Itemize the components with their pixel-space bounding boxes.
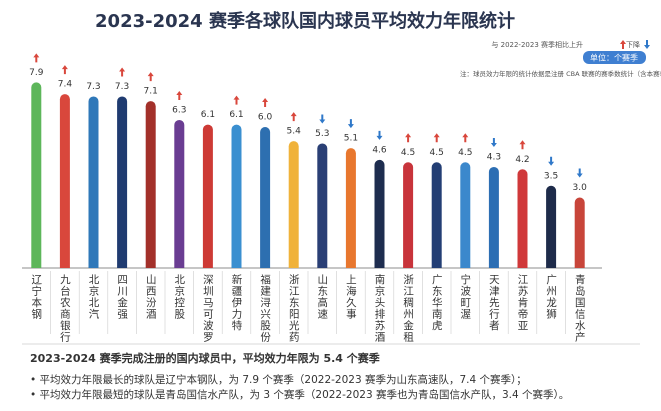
bar xyxy=(231,124,242,268)
trend-arrow xyxy=(576,168,583,178)
x-tick-label: 北京控股 xyxy=(173,274,186,320)
x-tick-label: 九台农商银行 xyxy=(58,274,71,343)
value-label: 6.1 xyxy=(201,110,215,120)
value-label: 7.1 xyxy=(144,87,158,97)
note: 注：球员效力年限的统计依据是注册 CBA 联赛的赛季数统计（含本赛季）。 xyxy=(460,69,661,78)
value-label: 6.0 xyxy=(258,113,273,123)
trend-arrow xyxy=(176,90,183,100)
trend-arrow xyxy=(519,140,526,150)
bar xyxy=(59,94,70,268)
summary-heading: 2023-2024 赛季完成注册的国内球员中，平均效力年限为 5.4 个赛季 xyxy=(30,352,380,365)
value-label: 4.6 xyxy=(372,145,387,155)
summary-bullet: • 平均效力年限最短的球队是青岛国信水产队，为 3 个赛季（2022-2023 … xyxy=(30,389,570,401)
x-tick-label: 上海久事 xyxy=(344,274,357,320)
bar xyxy=(174,119,185,268)
trend-arrow xyxy=(620,40,626,49)
x-tick-label: 深圳马可波罗 xyxy=(201,274,214,343)
value-label: 7.4 xyxy=(58,80,73,90)
x-tick-label: 辽宁本钢 xyxy=(30,274,43,320)
summary-bullet: • 平均效力年限最长的球队是辽宁本钢队，为 7.9 个赛季（2022-2023 … xyxy=(30,374,527,386)
x-tick-label: 广东华南虎 xyxy=(430,274,443,332)
bar xyxy=(260,127,271,268)
value-label: 4.5 xyxy=(458,148,472,158)
value-label: 4.2 xyxy=(515,155,529,165)
value-label: 4.5 xyxy=(430,148,444,158)
bar xyxy=(202,124,213,268)
legend-down: 下降 xyxy=(626,40,640,49)
trend-arrow xyxy=(490,137,497,147)
x-tick-label: 福建浔兴股份 xyxy=(259,274,272,343)
value-label: 4.3 xyxy=(487,152,501,162)
value-label: 7.3 xyxy=(115,82,129,92)
trend-arrow xyxy=(147,72,154,82)
x-tick-label: 北京北汽 xyxy=(87,274,100,320)
value-label: 5.3 xyxy=(315,129,329,139)
trend-arrow xyxy=(290,112,297,122)
value-label: 6.3 xyxy=(172,105,186,115)
unit-box xyxy=(583,51,646,64)
trend-arrow xyxy=(548,156,555,166)
x-tick-label: 江苏肯帝亚 xyxy=(516,274,529,332)
x-tick-label: 浙江稠州金租 xyxy=(402,274,415,343)
value-label: 5.4 xyxy=(287,127,302,137)
value-label: 7.9 xyxy=(29,68,44,78)
x-tick-label: 山东高速 xyxy=(316,274,329,320)
trend-arrow xyxy=(119,67,126,77)
trend-arrow xyxy=(319,114,326,124)
trend-arrow xyxy=(644,40,650,49)
trend-arrow xyxy=(433,133,440,143)
value-label: 5.1 xyxy=(344,134,358,144)
trend-arrow xyxy=(462,133,469,143)
x-tick-label: 四川金强 xyxy=(116,274,129,320)
x-tick-label: 浙江东阳光药 xyxy=(287,274,300,343)
bar xyxy=(431,162,442,268)
bar xyxy=(345,148,356,268)
bar xyxy=(117,96,128,268)
bar xyxy=(145,101,156,268)
bullet-text: 平均效力年限最短的球队是青岛国信水产队，为 3 个赛季（2022-2023 赛季… xyxy=(39,389,570,401)
chart-title: 2023-2024 赛季各球队国内球员平均效力年限统计 xyxy=(95,10,515,32)
x-tick-label: 广州龙狮 xyxy=(545,274,558,320)
legend-text: 与 2022-2023 赛季相比上升 xyxy=(491,40,583,49)
trend-arrow xyxy=(405,133,412,143)
bar xyxy=(31,82,42,268)
value-label: 3.0 xyxy=(573,183,588,193)
x-tick-label: 新疆伊力特 xyxy=(230,274,243,332)
bar xyxy=(88,96,99,268)
value-label: 7.3 xyxy=(86,82,100,92)
trend-arrow xyxy=(61,65,68,75)
trend-arrow xyxy=(376,130,383,140)
bar xyxy=(317,143,328,268)
x-tick-label: 山西汾酒 xyxy=(144,274,157,320)
bar xyxy=(460,162,471,268)
x-tick-label: 青岛国信水产 xyxy=(573,274,586,343)
x-tick-label: 南京头排苏酒 xyxy=(373,274,386,343)
x-tick-label: 宁波町渥 xyxy=(459,274,472,320)
bar xyxy=(374,159,385,268)
bar xyxy=(403,162,414,268)
trend-arrow xyxy=(33,53,40,63)
value-label: 6.1 xyxy=(229,110,243,120)
bar xyxy=(546,185,557,268)
unit: 单位：个赛季 xyxy=(590,53,638,63)
trend-arrow xyxy=(347,119,354,129)
bar xyxy=(288,141,299,268)
bar xyxy=(488,166,499,268)
bar xyxy=(574,197,585,268)
value-label: 4.5 xyxy=(401,148,415,158)
trend-arrow xyxy=(262,98,269,107)
x-tick-label: 天津先行者 xyxy=(487,274,500,332)
bar xyxy=(517,169,528,268)
bullet-text: 平均效力年限最长的球队是辽宁本钢队，为 7.9 个赛季（2022-2023 赛季… xyxy=(39,374,527,386)
trend-arrow xyxy=(233,95,240,105)
value-label: 3.5 xyxy=(544,171,558,181)
